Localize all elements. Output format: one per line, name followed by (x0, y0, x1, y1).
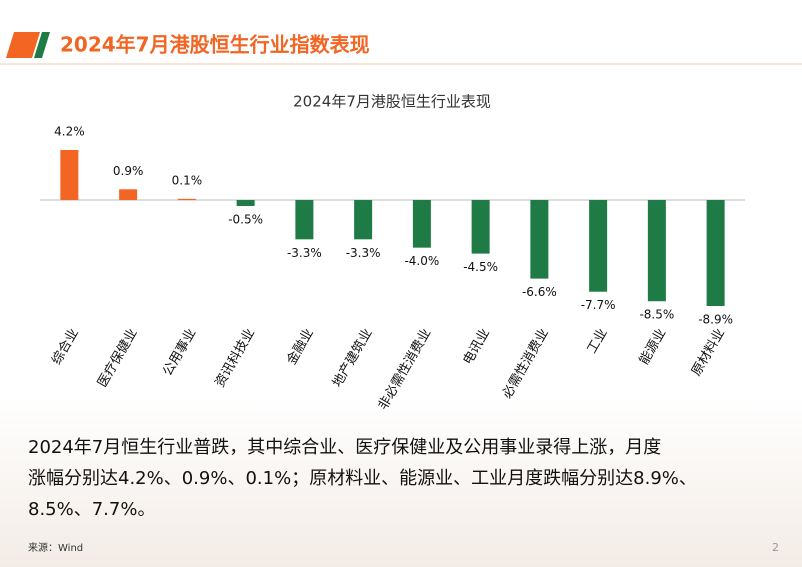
value-label: 0.9% (113, 164, 144, 178)
bar (119, 189, 138, 201)
logo-orange (6, 32, 40, 58)
x-tick-label: 原材料业 (689, 326, 728, 379)
bar (236, 200, 255, 206)
x-tick-label: 电讯业 (461, 326, 493, 367)
x-tick-label: 公用事业 (160, 326, 199, 379)
bar (647, 200, 666, 302)
page-number: 2 (772, 541, 779, 554)
bar (177, 198, 196, 201)
summary-line: 2024年7月恒生行业普跌，其中综合业、医疗保健业及公用事业录得上涨，月度 (28, 437, 661, 458)
value-label: -0.5% (228, 212, 263, 226)
value-label: -3.3% (287, 246, 322, 260)
bar (295, 200, 314, 240)
summary-line: 涨幅分别达4.2%、0.9%、0.1%；原材料业、能源业、工业月度跌幅分别达8.… (28, 468, 697, 489)
x-tick-label: 医疗保健业 (95, 326, 140, 390)
value-label: 4.2% (54, 125, 85, 139)
chart-title: 2024年7月港股恒生行业表现 (293, 93, 491, 111)
x-tick-label: 地产建筑业 (329, 326, 375, 390)
bar (471, 200, 490, 254)
value-label: -8.9% (698, 313, 733, 327)
value-label: -6.6% (522, 285, 557, 299)
summary-line: 8.5%、7.7%。 (28, 499, 155, 520)
x-tick-label: 资讯科技业 (213, 326, 258, 390)
bar (589, 200, 608, 292)
bar (530, 200, 549, 279)
value-label: 0.1% (172, 173, 203, 187)
value-label: -8.5% (639, 308, 674, 322)
bar (354, 200, 373, 240)
value-label: -7.7% (581, 298, 616, 312)
x-tick-label: 综合业 (49, 326, 81, 367)
x-tick-label: 必需性消费业 (500, 326, 552, 401)
value-label: -4.5% (463, 260, 498, 274)
bar (706, 200, 725, 306)
bar (412, 200, 431, 248)
x-tick-label: 非必需性消费业 (376, 326, 434, 412)
value-label: -4.0% (404, 254, 439, 268)
source: 来源：Wind (28, 541, 83, 554)
logo-green (34, 32, 50, 58)
bar (60, 150, 79, 201)
x-tick-label: 工业 (585, 326, 611, 356)
x-tick-label: 金融业 (284, 326, 317, 368)
value-label: -3.3% (346, 246, 381, 260)
slide-title: 2024年7月港股恒生行业指数表现 (60, 33, 370, 57)
x-tick-label: 能源业 (637, 326, 669, 367)
